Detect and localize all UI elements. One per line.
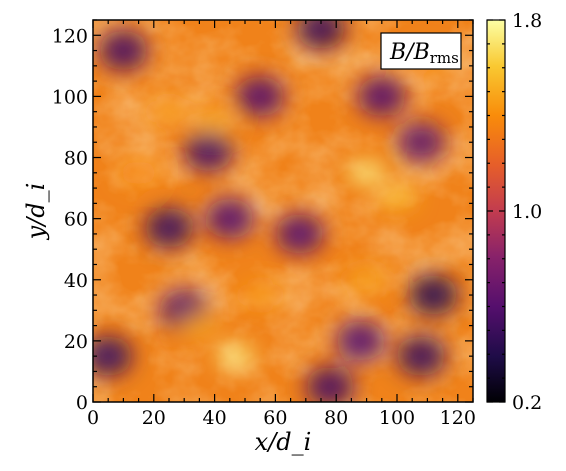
x-tick-label: 100: [379, 407, 415, 429]
x-tick-label: 60: [263, 407, 287, 429]
high-field-region: [377, 185, 417, 210]
x-tick-label: 120: [440, 407, 476, 429]
high-field-region: [149, 99, 189, 124]
colorbar-tick-label: 1.8: [512, 10, 542, 32]
y-tick-label: 80: [64, 148, 88, 170]
colorbar-ticks: [487, 19, 505, 403]
low-field-region: [306, 366, 355, 402]
low-field-region: [397, 336, 446, 377]
heatmap-field: [93, 20, 473, 402]
low-field-region: [93, 336, 133, 377]
low-field-region: [357, 76, 406, 117]
y-tick-label: 40: [64, 270, 88, 292]
annotation-text: B/Brms: [389, 40, 459, 67]
x-tick-label: 40: [203, 407, 227, 429]
axis-ticks: [92, 19, 474, 403]
low-field-region: [145, 207, 193, 248]
colorbar-tick-label: 1.0: [512, 201, 542, 223]
y-tick-label: 20: [64, 331, 88, 353]
low-field-region: [99, 30, 148, 71]
x-axis-label: x/d_i: [255, 428, 312, 456]
y-tick-label: 100: [52, 86, 88, 108]
low-field-region: [409, 275, 458, 316]
high-field-region: [346, 267, 387, 292]
annotation-box: B/Brms: [380, 32, 462, 70]
annotation-sub: rms: [430, 49, 459, 67]
y-tick-label: 120: [52, 25, 88, 47]
plot-frame: [92, 19, 474, 403]
x-tick-label: 20: [142, 407, 166, 429]
x-tick-label: 80: [324, 407, 348, 429]
low-field-region: [275, 213, 324, 254]
low-field-region: [184, 131, 233, 172]
low-field-region: [336, 320, 385, 361]
high-field-region: [346, 160, 387, 185]
high-field-region: [179, 313, 220, 338]
annotation-main: B/B: [389, 40, 430, 65]
colorbar-tick-label: 0.2: [512, 392, 542, 414]
y-tick-label: 0: [76, 392, 88, 414]
high-field-region: [240, 283, 281, 308]
y-axis-label: y/d_i: [22, 183, 50, 241]
high-field-region: [215, 344, 256, 369]
colorbar: 0.2 1.0 1.8: [486, 10, 542, 414]
low-field-region: [205, 198, 254, 239]
low-field-region: [236, 76, 285, 117]
high-field-region: [118, 160, 159, 185]
annotation-frame: [380, 32, 462, 70]
x-tick-label: 0: [87, 407, 99, 429]
y-tick-labels: 0 20 40 60 80 100 120: [52, 25, 88, 414]
high-field-region: [194, 108, 235, 133]
low-field-region: [397, 122, 446, 163]
low-field-region: [297, 20, 345, 50]
y-tick-label: 60: [64, 209, 88, 231]
x-tick-labels: 0 20 40 60 80 100 120: [87, 407, 476, 429]
